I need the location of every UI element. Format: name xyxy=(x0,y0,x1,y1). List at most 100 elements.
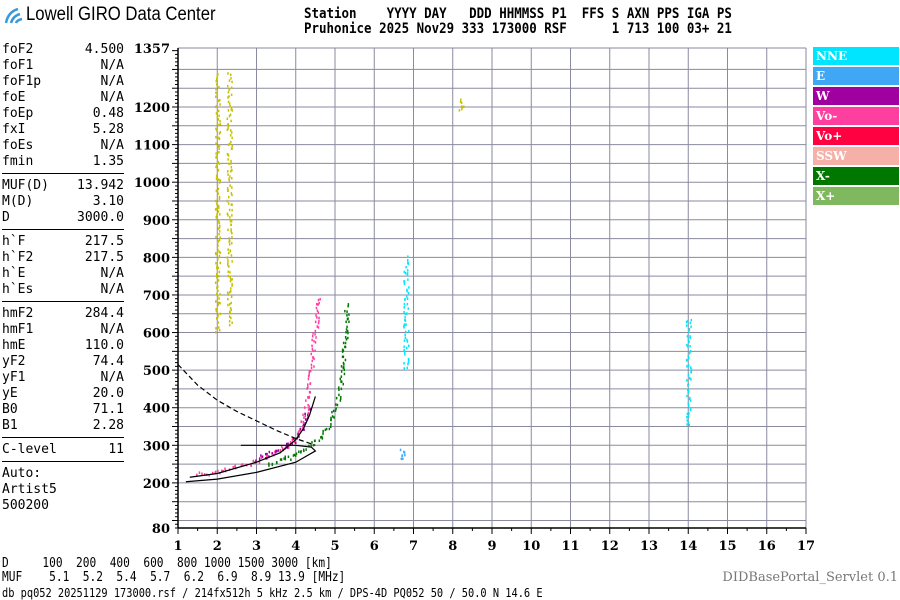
y-tick-label: 1200 xyxy=(134,101,170,116)
param-row: fxI 5.28 xyxy=(2,122,124,138)
echo-point xyxy=(312,334,314,338)
echo-point xyxy=(215,112,218,115)
echo-point xyxy=(344,336,347,339)
param-value: N/A xyxy=(100,138,124,153)
echo-point xyxy=(313,439,316,443)
param-row: h`F 217.5 xyxy=(2,234,124,250)
y-tick-label: 600 xyxy=(143,327,170,342)
echo-point xyxy=(284,457,287,461)
echo-point xyxy=(305,399,307,402)
echo-point xyxy=(216,73,219,77)
echo-point xyxy=(318,301,320,305)
echo-point xyxy=(283,457,285,460)
echo-point xyxy=(216,272,218,276)
echo-point xyxy=(324,428,327,432)
echo-point xyxy=(347,317,349,320)
echo-point xyxy=(241,464,243,467)
param-value: N/A xyxy=(100,322,124,337)
param-row: hmF2 284.4 xyxy=(2,306,124,322)
echo-point xyxy=(280,458,283,461)
echo-point xyxy=(227,100,230,104)
echo-point xyxy=(342,355,345,358)
param-row: B1 2.28 xyxy=(2,418,124,434)
echo-point xyxy=(338,386,340,389)
echo-point xyxy=(219,131,222,134)
echo-point xyxy=(215,91,217,94)
echo-point xyxy=(219,224,221,228)
echo-point xyxy=(407,278,409,281)
echo-point xyxy=(230,147,233,150)
param-value: 284.4 xyxy=(84,306,124,321)
param-value: N/A xyxy=(100,74,124,89)
echo-point xyxy=(266,455,268,459)
echo-point xyxy=(687,389,690,393)
echo-point xyxy=(230,86,233,89)
separator xyxy=(2,229,124,230)
echo-point xyxy=(403,350,406,354)
echo-point xyxy=(214,281,217,284)
echo-point xyxy=(343,363,345,366)
echo-point xyxy=(408,329,410,333)
y-tick-label: 1357 xyxy=(134,42,170,57)
echo-point xyxy=(340,387,343,391)
echo-point xyxy=(219,123,222,126)
echo-point xyxy=(216,202,218,206)
echo-point xyxy=(689,377,691,380)
echo-point xyxy=(305,448,307,451)
legend-item-ssw: SSW xyxy=(813,147,899,165)
muf-table: D 100 200 400 600 800 1000 1500 3000 [km… xyxy=(2,557,345,585)
echo-point xyxy=(215,235,217,239)
echo-point xyxy=(689,335,691,338)
echo-point xyxy=(308,371,310,375)
echo-point xyxy=(311,344,313,348)
echo-point xyxy=(196,473,198,477)
echo-point xyxy=(231,278,233,281)
param-row: C-level 11 xyxy=(2,442,124,458)
echo-point xyxy=(215,142,217,145)
echo-point xyxy=(230,119,232,123)
echo-point xyxy=(307,411,310,415)
echo-point xyxy=(686,343,688,347)
echo-point xyxy=(317,298,320,302)
echo-point xyxy=(403,450,405,454)
echo-point xyxy=(229,184,231,187)
echo-point xyxy=(217,169,220,172)
echo-point xyxy=(311,359,313,363)
echo-point xyxy=(231,236,233,239)
legend-item-x+: X+ xyxy=(813,187,899,205)
echo-point xyxy=(227,293,229,296)
echo-point xyxy=(309,382,312,385)
echo-point xyxy=(230,73,232,77)
echo-point xyxy=(341,355,344,359)
param-row: foF1p N/A xyxy=(2,74,124,90)
echo-point xyxy=(215,135,217,139)
echo-point xyxy=(218,181,221,184)
y-tick-label: 500 xyxy=(143,364,170,379)
echo-point xyxy=(216,115,218,119)
param-value: N/A xyxy=(100,282,124,297)
echo-point xyxy=(307,413,309,417)
param-name: D xyxy=(2,210,10,225)
echo-point xyxy=(403,367,405,370)
echo-point xyxy=(219,261,221,265)
echo-point xyxy=(303,449,305,453)
param-row: hmF1 N/A xyxy=(2,322,124,338)
echo-point xyxy=(347,305,349,308)
echo-point xyxy=(231,131,233,134)
echo-point xyxy=(310,444,312,447)
echo-point xyxy=(690,366,692,369)
echo-point xyxy=(221,469,223,472)
echo-point xyxy=(218,274,220,278)
echo-point xyxy=(229,279,232,283)
echo-point xyxy=(292,454,295,457)
profile-curve xyxy=(185,444,317,483)
echo-point xyxy=(687,356,690,359)
echo-point xyxy=(230,108,233,111)
x-tick-label: 3 xyxy=(252,539,261,554)
echo-point xyxy=(231,109,233,112)
echo-point xyxy=(405,330,407,334)
echo-point xyxy=(217,303,219,306)
echo-point xyxy=(293,440,296,444)
echo-point xyxy=(226,187,229,190)
echo-point xyxy=(230,159,232,163)
